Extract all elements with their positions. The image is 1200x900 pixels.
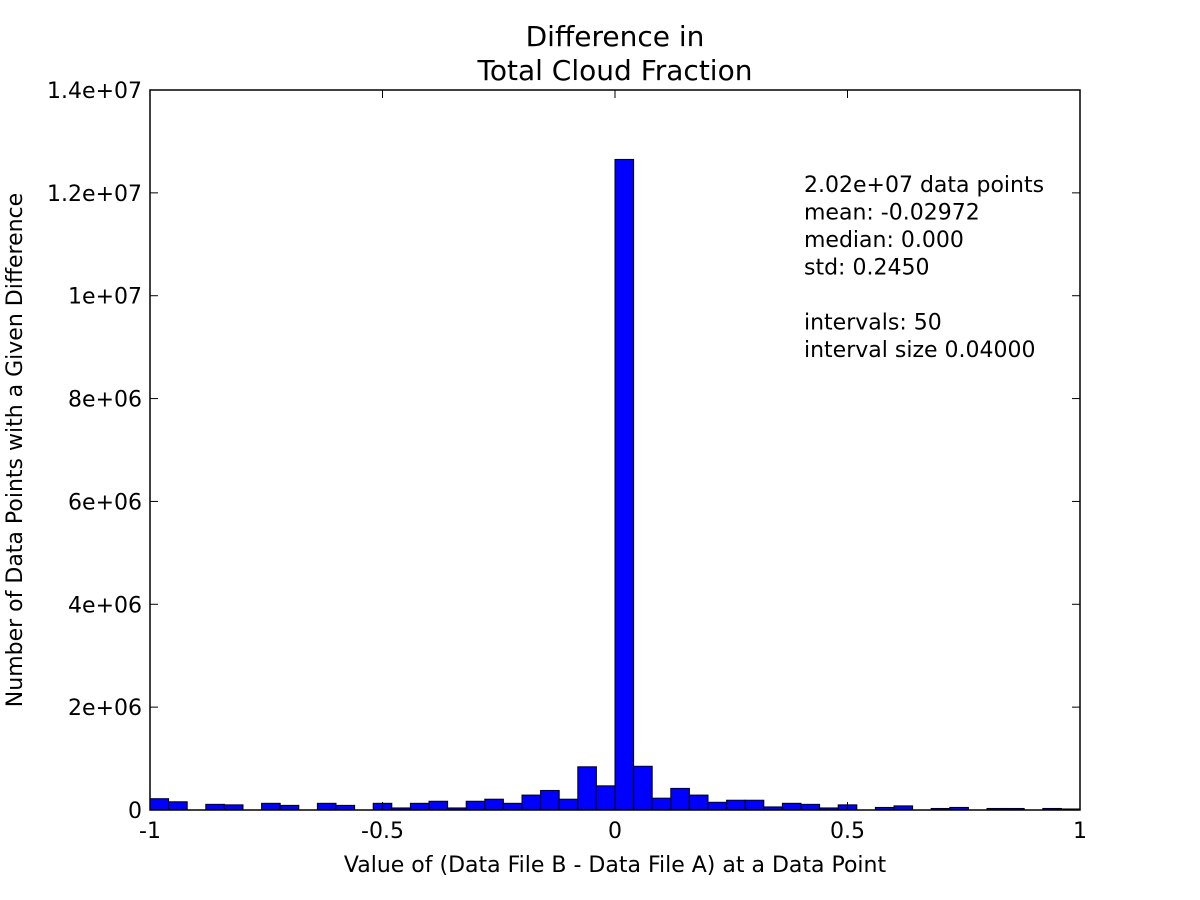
stats-annotation-line: intervals: 50 (804, 311, 942, 336)
x-axis-label: Value of (Data File B - Data File A) at … (344, 853, 887, 878)
x-tick-label: 0.5 (830, 819, 865, 844)
x-tick-label: -0.5 (361, 819, 404, 844)
axis-ticks (149, 89, 1081, 811)
y-tick-label: 1.2e+07 (47, 182, 142, 207)
stats-annotation-line: median: 0.000 (804, 228, 964, 253)
histogram-bar (540, 789, 560, 811)
histogram-bar (149, 798, 170, 811)
histogram-bar (316, 802, 337, 811)
y-tick-label: 4e+06 (68, 593, 142, 618)
y-tick-label: 2e+06 (68, 696, 142, 721)
x-tick-label: 0 (608, 819, 622, 844)
histogram-bar (633, 765, 653, 811)
stats-annotation-line: 2.02e+07 data points (804, 173, 1044, 198)
y-axis-label: Number of Data Points with a Given Diffe… (3, 193, 28, 707)
chart-title-line: Difference in (526, 20, 705, 53)
histogram-bar (577, 766, 597, 811)
stats-annotation-line: mean: -0.02972 (804, 201, 980, 226)
stats-annotation-line: std: 0.2450 (804, 256, 929, 281)
histogram-bar (670, 787, 690, 811)
histogram-bar (465, 800, 486, 811)
histogram-bar (409, 802, 430, 811)
x-tick-label: 1 (1073, 819, 1087, 844)
histogram-bar (521, 794, 542, 811)
histogram-bar (688, 794, 709, 811)
histogram-bar (595, 785, 616, 811)
histogram-bar (428, 800, 449, 811)
histogram-bar (651, 797, 672, 811)
histogram-bar (614, 158, 635, 811)
histogram-bar (484, 798, 504, 811)
x-tick-label: -1 (139, 819, 161, 844)
histogram-bar (707, 801, 728, 811)
y-tick-label: 8e+06 (68, 388, 142, 413)
tick-labels: -1 -0.5 0 0.5 1 0 2e+06 4e+06 6e+06 8e+06 1e+07 1.2… (47, 79, 1087, 844)
histogram-bar (726, 799, 746, 811)
y-tick-label: 1.4e+07 (47, 79, 142, 104)
histogram-bar (744, 799, 765, 811)
histogram-bar (558, 798, 579, 811)
stats-annotation: 2.02e+07 data points mean: -0.02972median… (804, 173, 1044, 363)
stats-annotation-line: interval size 0.04000 (804, 338, 1036, 363)
histogram-bar (800, 803, 821, 811)
histogram-bar (168, 801, 188, 811)
y-tick-label: 6e+06 (68, 490, 142, 515)
histogram-bar (502, 802, 523, 811)
chart-title-line: Total Cloud Fraction (477, 54, 753, 87)
histogram-bar (205, 803, 225, 811)
chart-title: Difference in Total Cloud Fraction (477, 20, 753, 87)
y-tick-label: 1e+07 (68, 285, 142, 310)
histogram-bar (223, 804, 244, 811)
histogram-bar (781, 802, 802, 811)
histogram-bars (149, 158, 1081, 811)
histogram-bar (261, 802, 281, 811)
y-tick-label: 0 (128, 799, 142, 824)
